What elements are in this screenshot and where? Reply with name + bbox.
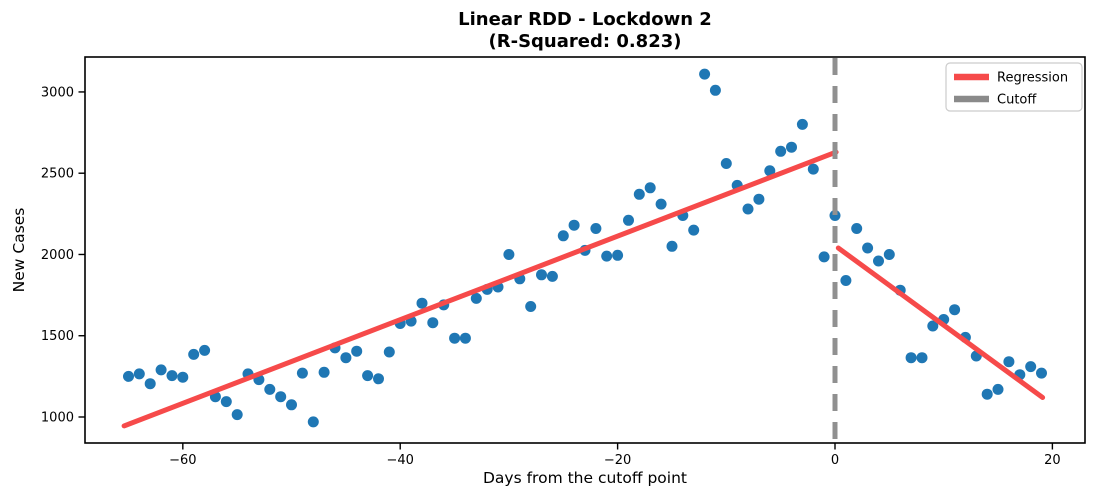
scatter-point — [546, 270, 558, 282]
x-axis-label: Days from the cutoff point — [483, 469, 687, 487]
x-tick-label: 20 — [1044, 453, 1061, 468]
legend: Regression Cutoff — [945, 62, 1083, 112]
scatter-point — [862, 242, 874, 254]
chart-title-line1: Linear RDD - Lockdown 2 — [458, 9, 712, 30]
scatter-point — [536, 269, 547, 281]
scatter-point — [753, 193, 765, 205]
x-tick-label: −40 — [386, 453, 413, 468]
scatter-point — [905, 352, 917, 364]
regression-lines — [121, 149, 1046, 429]
scatter-point — [525, 301, 537, 312]
scatter-point — [199, 344, 211, 356]
scatter-point — [981, 388, 993, 400]
scatter-point — [623, 214, 634, 226]
scatter-point — [786, 141, 797, 153]
scatter-point — [633, 188, 645, 200]
scatter-point — [775, 145, 787, 157]
scatter-point — [992, 383, 1004, 395]
scatter-point — [307, 416, 319, 428]
scatter-point — [764, 165, 776, 177]
legend-cutoff-label: Cutoff — [997, 93, 1037, 108]
scatter-point — [133, 368, 145, 380]
scatter-point — [742, 203, 754, 215]
x-tick-label: −60 — [169, 453, 196, 468]
scatter-point — [220, 396, 232, 408]
y-tick-label: 2000 — [41, 248, 74, 263]
scatter-point — [166, 370, 178, 382]
x-tick-label: −20 — [604, 453, 631, 468]
scatter-point — [601, 250, 613, 262]
scatter-point — [351, 345, 363, 357]
scatter-point — [840, 275, 852, 286]
scatter-point — [1025, 361, 1037, 373]
scatter-point — [720, 158, 732, 169]
y-axis-label: New Cases — [10, 208, 28, 293]
chart-title-line2: (R-Squared: 0.823) — [489, 31, 682, 52]
scatter-point — [590, 223, 602, 234]
axis-ticks: −60 −40 −20 0 20 1000 1500 2000 2500 3000 — [41, 85, 1061, 468]
scatter-point — [612, 249, 624, 261]
scatter-point — [362, 370, 374, 382]
y-tick-label: 2500 — [41, 167, 74, 182]
scatter-point — [286, 399, 297, 411]
scatter-point — [709, 84, 721, 96]
scatter-point — [123, 370, 134, 382]
scatter-point — [916, 352, 928, 364]
scatter-point — [177, 371, 189, 383]
y-tick-label: 1000 — [41, 410, 74, 425]
scatter-point — [264, 383, 276, 395]
regression-pre-cutoff-line — [121, 149, 839, 429]
scatter-point — [666, 240, 678, 252]
scatter-point — [883, 249, 895, 260]
scatter-point — [851, 223, 863, 234]
scatter-point — [829, 210, 841, 221]
legend-regression-label: Regression — [997, 71, 1068, 86]
scatter-point — [503, 249, 515, 260]
scatter-point — [318, 366, 330, 378]
scatter-point — [688, 224, 700, 236]
y-tick-label: 3000 — [41, 85, 74, 100]
scatter-point — [949, 304, 961, 316]
scatter-point — [644, 182, 656, 194]
scatter-point — [1036, 367, 1047, 379]
scatter-point — [275, 391, 287, 403]
scatter-point — [1003, 356, 1015, 368]
scatter-point — [383, 346, 395, 358]
scatter-point — [873, 255, 884, 267]
scatter-point — [296, 367, 308, 379]
x-tick-label: 0 — [831, 453, 839, 468]
scatter-point — [427, 317, 439, 329]
scatter-point — [655, 198, 667, 210]
scatter-point — [818, 251, 830, 263]
scatter-point — [568, 219, 580, 231]
scatter-point — [807, 163, 819, 175]
regression-post-cutoff-line — [835, 245, 1046, 400]
scatter-point — [155, 364, 167, 376]
scatter-point — [796, 118, 808, 130]
scatter-point — [927, 320, 939, 332]
scatter-point — [340, 352, 352, 364]
scatter-point — [373, 373, 384, 385]
scatter-point — [416, 297, 428, 309]
y-tick-label: 1500 — [41, 329, 74, 344]
scatter-point — [459, 332, 471, 344]
scatter-points — [123, 68, 1047, 428]
scatter-point — [470, 292, 482, 304]
scatter-point — [557, 230, 569, 242]
scatter-point — [188, 348, 200, 360]
scatter-point — [699, 68, 711, 80]
scatter-point — [231, 409, 243, 421]
scatter-point — [144, 378, 156, 390]
scatter-point — [449, 332, 461, 344]
